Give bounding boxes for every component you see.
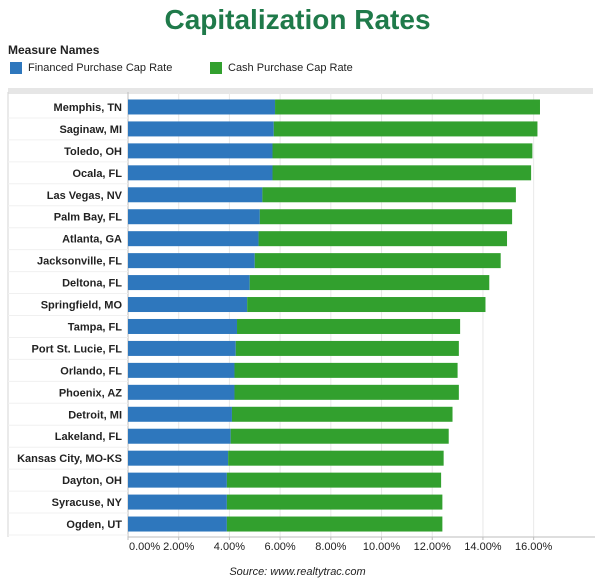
bar-cash: [226, 472, 442, 488]
bar-financed: [128, 472, 227, 488]
category-label: Ogden, UT: [66, 519, 122, 531]
bar-cash: [237, 318, 461, 334]
bar-financed: [128, 318, 238, 334]
bar-cash: [272, 143, 533, 159]
bar-cash: [226, 516, 443, 532]
bar-cash: [226, 494, 443, 510]
legend-label-cash: Cash Purchase Cap Rate: [228, 62, 353, 74]
bar-financed: [128, 209, 260, 225]
x-tick-label: 0.00%: [129, 541, 160, 553]
bar-cash: [259, 209, 513, 225]
bar-financed: [128, 187, 263, 203]
bar-financed: [128, 165, 273, 181]
x-tick-label: 16.00%: [515, 541, 553, 553]
bar-financed: [128, 231, 259, 247]
bar-cash: [254, 253, 501, 269]
bar-cash: [272, 165, 532, 181]
category-label: Jacksonville, FL: [37, 256, 122, 268]
bar-cash: [275, 99, 540, 115]
x-tick-label: 14.00%: [464, 541, 502, 553]
bar-financed: [128, 494, 227, 510]
legend-title: Measure Names: [8, 43, 100, 57]
bar-cash: [228, 450, 444, 466]
bar-financed: [128, 450, 229, 466]
legend-item-cash[interactable]: Cash Purchase Cap Rate: [210, 61, 353, 75]
category-label: Orlando, FL: [60, 365, 122, 377]
category-label: Dayton, OH: [62, 475, 122, 487]
category-label: Lakeland, FL: [55, 431, 123, 443]
bar-cash: [249, 275, 490, 291]
category-label: Detroit, MI: [68, 409, 122, 421]
bar-cash: [235, 340, 459, 356]
source-note: Source: www.realtytrac.com: [229, 566, 366, 578]
bar-financed: [128, 253, 255, 269]
bar-cash: [258, 231, 508, 247]
category-label: Memphis, TN: [54, 102, 123, 114]
category-label: Syracuse, NY: [52, 497, 123, 509]
bar-cash: [273, 121, 538, 137]
bar-financed: [128, 143, 273, 159]
bar-cash: [247, 297, 486, 313]
bar-financed: [128, 297, 248, 313]
category-label: Springfield, MO: [41, 300, 123, 312]
header-divider: [8, 88, 593, 94]
legend-swatch-financed: [10, 62, 22, 74]
bar-financed: [128, 384, 235, 400]
category-label: Ocala, FL: [72, 168, 122, 180]
x-tick-label: 8.00%: [315, 541, 346, 553]
legend-item-financed[interactable]: Financed Purchase Cap Rate: [10, 61, 172, 75]
category-label: Las Vegas, NV: [47, 190, 123, 202]
category-label: Saginaw, MI: [59, 124, 122, 136]
bar-financed: [128, 362, 235, 378]
bar-cash: [231, 406, 453, 422]
bar-financed: [128, 340, 236, 356]
category-label: Port St. Lucie, FL: [32, 343, 123, 355]
bar-financed: [128, 275, 250, 291]
bar-financed: [128, 99, 276, 115]
category-label: Phoenix, AZ: [59, 387, 122, 399]
category-label: Deltona, FL: [62, 278, 122, 290]
bar-cash: [234, 362, 458, 378]
bar-cash: [234, 384, 459, 400]
legend-label-financed: Financed Purchase Cap Rate: [28, 62, 173, 74]
x-tick-label: 12.00%: [414, 541, 452, 553]
legend-swatch-cash: [210, 62, 222, 74]
bar-financed: [128, 406, 232, 422]
bar-financed: [128, 516, 227, 532]
chart-title: Capitalization Rates: [164, 4, 431, 35]
bar-cash: [230, 428, 449, 444]
stacked-bar-chart: Memphis, TN Saginaw, MI Toledo, OH Ocala, F…: [7, 92, 595, 553]
category-label: Palm Bay, FL: [54, 212, 123, 224]
bar-financed: [128, 121, 274, 137]
x-tick-label: 4.00%: [214, 541, 245, 553]
bar-cash: [262, 187, 516, 203]
x-tick-label: 10.00%: [363, 541, 401, 553]
bar-financed: [128, 428, 231, 444]
category-label: Tampa, FL: [68, 321, 122, 333]
category-label: Atlanta, GA: [62, 234, 122, 246]
category-label: Toledo, OH: [64, 146, 122, 158]
x-tick-label: 6.00%: [265, 541, 296, 553]
x-tick-label: 2.00%: [163, 541, 194, 553]
category-label: Kansas City, MO-KS: [17, 453, 122, 465]
